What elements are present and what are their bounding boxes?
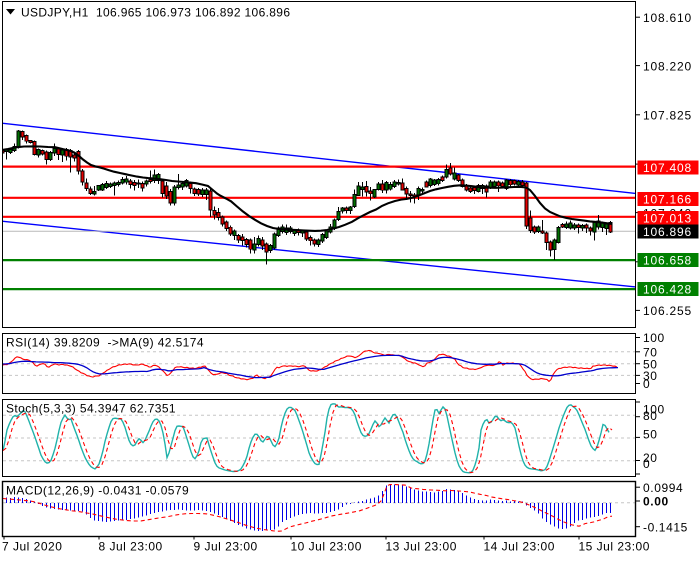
svg-text:106.255: 106.255 [643,304,692,318]
svg-text:10 Jul 23:00: 10 Jul 23:00 [291,540,362,554]
svg-text:7 Jul 2020: 7 Jul 2020 [2,540,62,554]
svg-text:107.825: 107.825 [643,109,692,123]
svg-text:13 Jul 23:00: 13 Jul 23:00 [386,540,457,554]
svg-text:30: 30 [643,369,658,383]
svg-text:Stoch(5,3,3) 54.3947 62.7351: Stoch(5,3,3) 54.3947 62.7351 [6,402,176,416]
svg-text:106.428: 106.428 [643,283,692,297]
svg-text:8 Jul 23:00: 8 Jul 23:00 [99,540,163,554]
svg-text:USDJPY,H1 106.965 106.973 106: USDJPY,H1 106.965 106.973 106.892 106.89… [21,5,290,19]
svg-text:80: 80 [643,409,658,423]
svg-text:50: 50 [643,357,658,371]
svg-text:106.658: 106.658 [643,254,692,268]
svg-text:107.408: 107.408 [643,161,692,175]
svg-text:107.013: 107.013 [643,212,692,226]
svg-text:RSI(14) 39.8209 ->MA(9) 42.51: RSI(14) 39.8209 ->MA(9) 42.5174 [6,336,204,350]
svg-text:0: 0 [643,457,650,471]
svg-text:108.220: 108.220 [643,59,692,73]
svg-text:50: 50 [643,428,658,442]
svg-text:100: 100 [643,331,665,345]
svg-text:0: 0 [643,377,650,391]
svg-text:0.0994: 0.0994 [643,481,683,495]
svg-text:20: 20 [643,451,658,465]
svg-text:106.896: 106.896 [643,225,692,239]
svg-text:15 Jul 23:00: 15 Jul 23:00 [579,540,650,554]
svg-text:14 Jul 23:00: 14 Jul 23:00 [484,540,555,554]
svg-text:70: 70 [643,346,658,360]
svg-text:107.166: 107.166 [643,193,692,207]
svg-text:MACD(12,26,9) -0.0431 -0.0579: MACD(12,26,9) -0.0431 -0.0579 [6,484,189,498]
svg-text:9 Jul 23:00: 9 Jul 23:00 [194,540,258,554]
svg-text:100: 100 [643,403,665,417]
svg-text:108.610: 108.610 [643,11,692,25]
svg-text:-0.1415: -0.1415 [643,520,688,534]
svg-text:0.00: 0.00 [643,495,669,509]
